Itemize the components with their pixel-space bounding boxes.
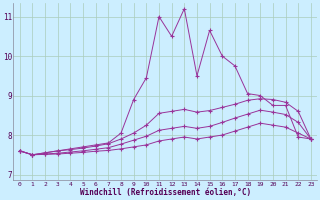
X-axis label: Windchill (Refroidissement éolien,°C): Windchill (Refroidissement éolien,°C) (80, 188, 251, 197)
